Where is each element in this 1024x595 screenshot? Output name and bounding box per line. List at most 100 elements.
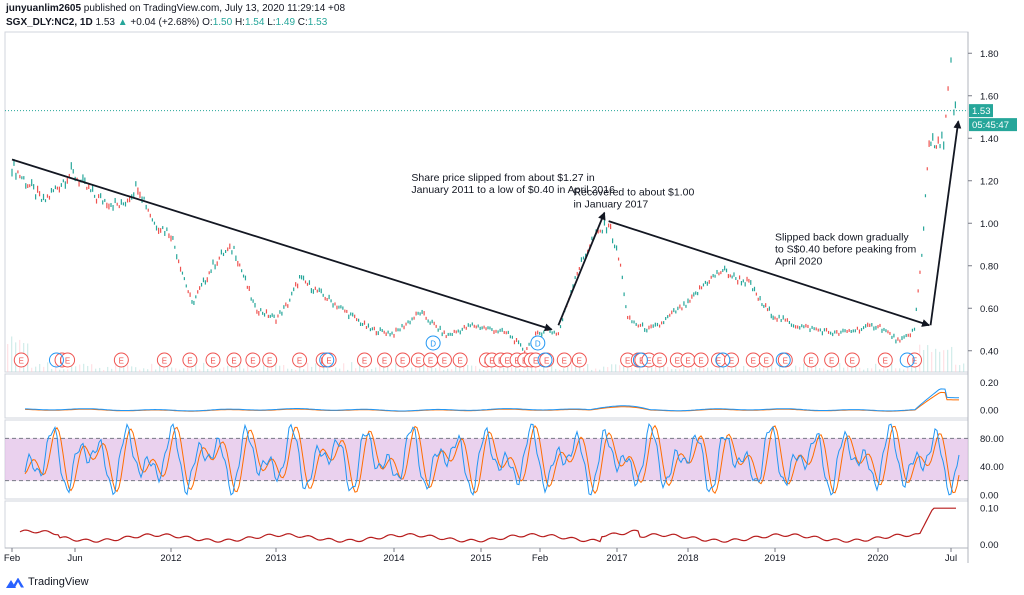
volume-bar <box>239 362 241 372</box>
price-tick-label-7: 0.40 <box>980 346 999 357</box>
volume-bar <box>383 366 385 372</box>
earnings-marker <box>205 352 221 368</box>
volume-bar <box>331 369 333 372</box>
earnings-marker-label: E <box>162 357 167 366</box>
earnings-marker-label: E <box>489 357 494 366</box>
footer-brand[interactable]: TradingView <box>6 576 89 588</box>
earnings-marker-label: E <box>416 357 421 366</box>
time-tick-label-9: 2019 <box>764 553 785 564</box>
volume-bar <box>443 369 445 372</box>
earnings-marker-label: E <box>400 357 405 366</box>
earnings-marker <box>824 352 840 368</box>
volume-bar <box>671 369 673 372</box>
volume-bar <box>263 365 265 372</box>
earnings-marker <box>226 352 242 368</box>
volume-bar <box>115 363 117 372</box>
volume-bar <box>259 369 261 372</box>
volume-bar <box>59 369 61 372</box>
volume-bar <box>471 365 473 372</box>
volume-bar <box>803 363 805 372</box>
brand-name: TradingView <box>28 576 89 588</box>
earnings-marker-label: E <box>562 357 567 366</box>
volume-bar <box>255 369 257 372</box>
price-tick-label-5: 0.80 <box>980 261 999 272</box>
earnings-marker-label: E <box>65 357 70 366</box>
time-tick-label-2: 2012 <box>160 553 181 564</box>
volume-bar <box>595 368 597 372</box>
volume-bar <box>423 364 425 372</box>
volume-bar <box>679 368 681 372</box>
low-value: 1.49 <box>275 17 296 28</box>
volume-bar <box>367 369 369 372</box>
open-label: O: <box>202 17 213 28</box>
price-change: +0.04 (+2.68%) <box>130 17 200 28</box>
volume-bar <box>719 366 721 372</box>
volume-bar <box>947 349 949 372</box>
split-marker <box>715 352 731 368</box>
volume-bar <box>815 364 817 372</box>
volume-bar <box>351 362 353 372</box>
volume-bar <box>199 369 201 372</box>
price-tick-label-6: 0.60 <box>980 304 999 315</box>
earnings-marker <box>60 352 76 368</box>
volume-bar <box>687 369 689 372</box>
volume-bar <box>463 363 465 372</box>
volume-bar <box>51 368 53 372</box>
volume-bar <box>743 365 745 372</box>
up-triangle-icon: ▲ <box>117 17 128 28</box>
volume-bar <box>779 364 781 372</box>
volume-bar <box>311 366 313 372</box>
earnings-marker-label: E <box>698 357 703 366</box>
annotation-2-line-0: Slipped back down gradually <box>775 231 909 243</box>
earnings-marker-label: E <box>544 357 549 366</box>
macd-signal-line <box>24 391 959 412</box>
earnings-marker-label: E <box>505 357 510 366</box>
volume-bar <box>99 367 101 372</box>
volume-bar <box>515 367 517 372</box>
volume-bar <box>271 363 273 372</box>
earnings-marker-label: E <box>808 357 813 366</box>
earnings-marker-label: E <box>751 357 756 366</box>
volume-bar <box>711 369 713 372</box>
volume-bar <box>391 368 393 372</box>
earnings-marker-label: E <box>250 357 255 366</box>
price-tick-label-3: 1.20 <box>980 176 999 187</box>
volume-bar <box>123 363 125 372</box>
volatility-pane-frame <box>4 500 969 549</box>
volume-bar <box>459 366 461 372</box>
volume-bar <box>87 365 89 372</box>
volume-bar <box>67 369 69 372</box>
volume-bar <box>655 363 657 372</box>
volume-bar <box>303 369 305 372</box>
volatility-line <box>19 507 956 543</box>
volume-bar <box>771 362 773 372</box>
volume-bar <box>447 368 449 372</box>
volume-bar <box>223 367 225 372</box>
volume-bar <box>203 362 205 372</box>
volume-bar <box>787 369 789 372</box>
earnings-marker-label: E <box>577 357 582 366</box>
volume-bar <box>959 365 961 372</box>
earnings-marker-label: E <box>457 357 462 366</box>
volume-bar <box>339 368 341 372</box>
author-name[interactable]: junyuanlim2605 <box>6 3 82 14</box>
volume-bar <box>923 349 925 372</box>
volume-bar <box>547 368 549 372</box>
dividend-marker <box>530 335 546 351</box>
volume-bar <box>791 369 793 372</box>
volume-bar <box>355 368 357 372</box>
trend-arrow-3 <box>929 120 962 326</box>
volume-bar <box>735 362 737 372</box>
volume-bar <box>323 366 325 372</box>
split-marker <box>899 352 915 368</box>
volume-bar <box>155 369 157 372</box>
high-label: H: <box>234 17 245 28</box>
volume-bar <box>887 368 889 372</box>
earnings-marker-label: E <box>119 357 124 366</box>
volume-bar <box>159 362 161 372</box>
annotation-0-line-1: January 2011 to a low of $0.40 in April … <box>411 184 615 196</box>
volume-bar <box>247 365 249 372</box>
volume-bar <box>647 363 649 372</box>
volume-bar <box>119 366 121 372</box>
